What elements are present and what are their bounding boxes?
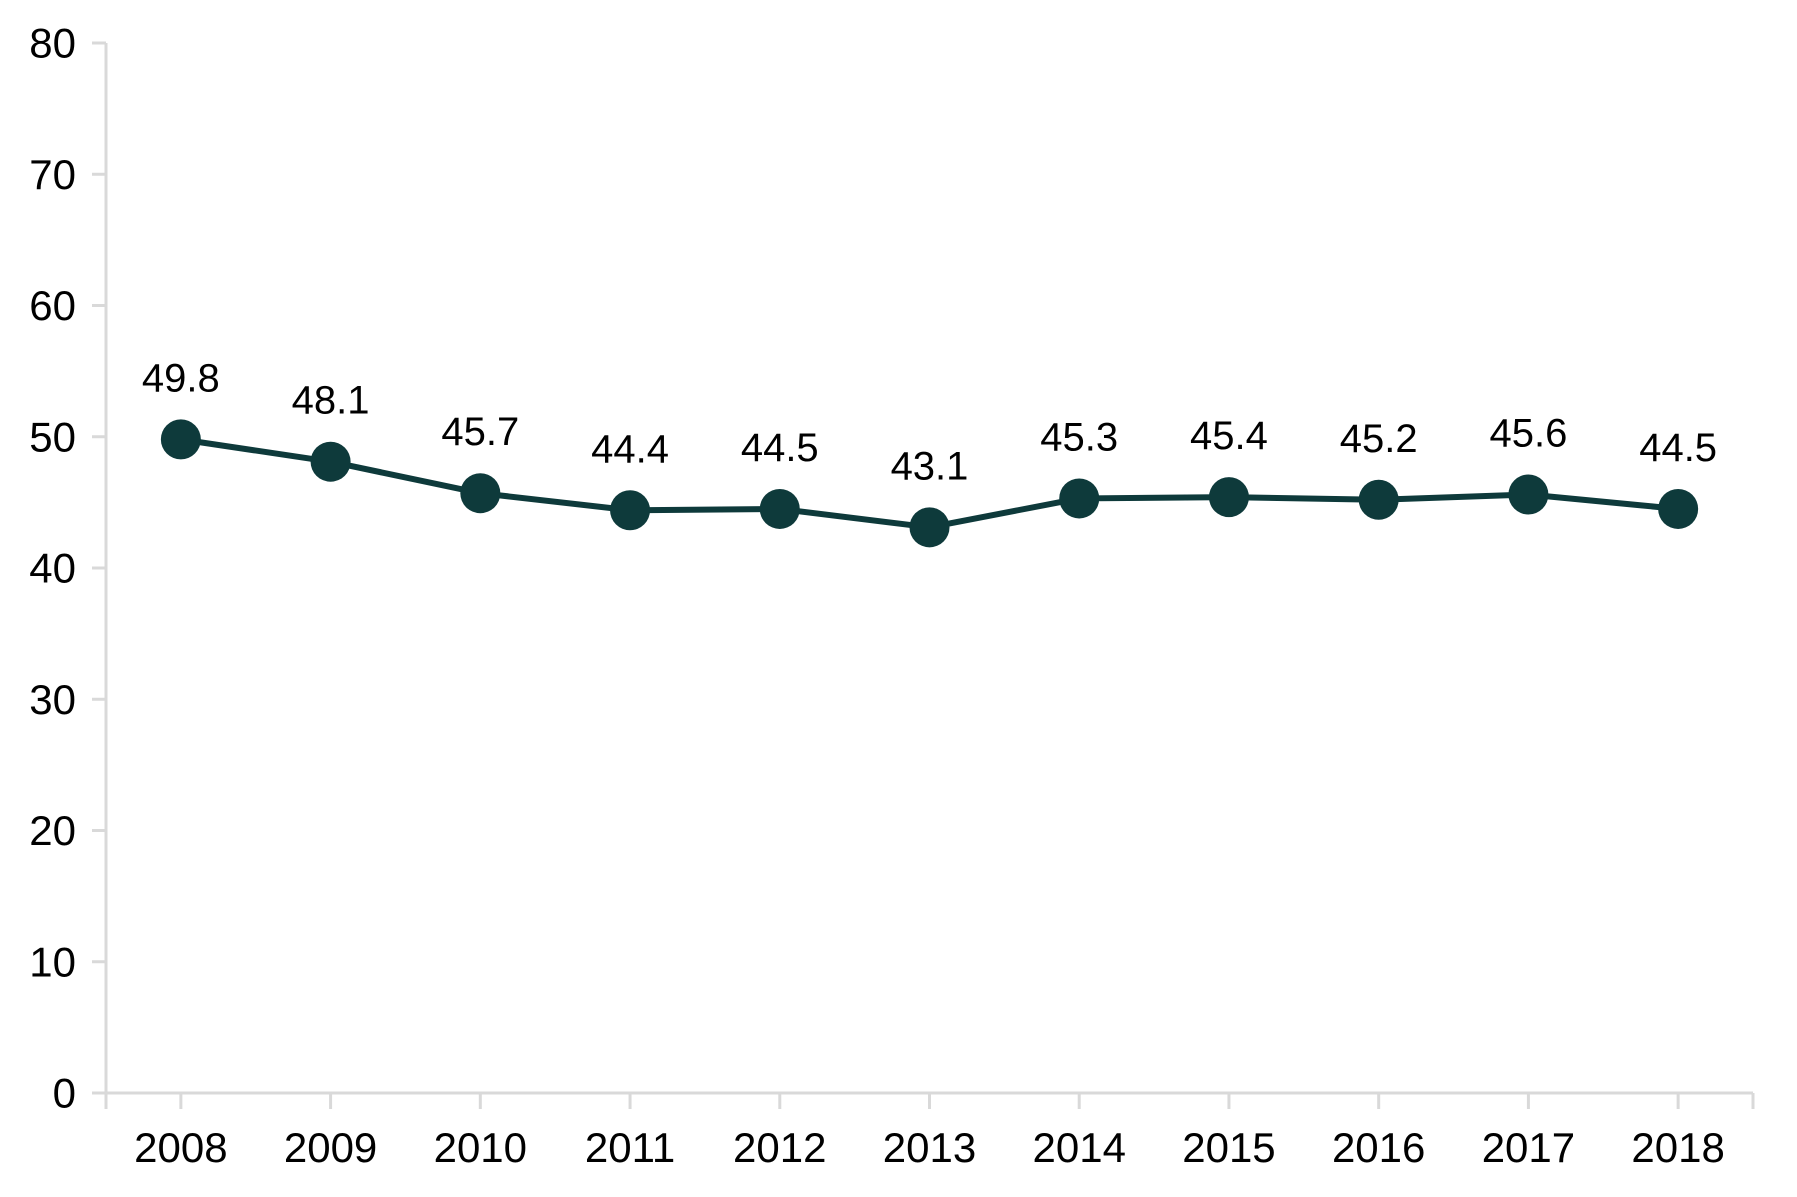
x-tick-label: 2016 bbox=[1332, 1124, 1425, 1171]
data-label: 43.1 bbox=[891, 444, 969, 488]
data-label: 44.4 bbox=[591, 427, 669, 471]
y-tick-label: 0 bbox=[53, 1070, 76, 1117]
x-tick-label: 2015 bbox=[1182, 1124, 1275, 1171]
data-label: 49.8 bbox=[142, 356, 220, 400]
data-point bbox=[460, 473, 501, 514]
y-tick-label: 10 bbox=[29, 938, 76, 985]
data-point bbox=[759, 488, 800, 529]
x-tick-label: 2014 bbox=[1033, 1124, 1126, 1171]
data-point bbox=[1658, 488, 1699, 529]
x-tick-label: 2009 bbox=[284, 1124, 377, 1171]
x-axis-labels: 2008 2009 2010 2011 2012 2013 2014 2015 2016 2017… bbox=[134, 1124, 1725, 1171]
axes bbox=[92, 43, 1753, 1109]
y-tick-label: 20 bbox=[29, 807, 76, 854]
y-axis-labels: 0 10 20 30 40 50 60 70 80 bbox=[29, 20, 76, 1117]
y-tick-label: 30 bbox=[29, 676, 76, 723]
x-tick-label: 2010 bbox=[434, 1124, 527, 1171]
data-label: 45.2 bbox=[1340, 417, 1418, 461]
data-point bbox=[160, 419, 201, 460]
y-tick-label: 80 bbox=[29, 20, 76, 67]
x-tick-label: 2008 bbox=[134, 1124, 227, 1171]
data-point bbox=[909, 507, 950, 548]
y-tick-label: 40 bbox=[29, 545, 76, 592]
x-tick-label: 2013 bbox=[883, 1124, 976, 1171]
data-point bbox=[310, 441, 351, 482]
y-tick-label: 60 bbox=[29, 282, 76, 329]
data-label: 45.6 bbox=[1489, 412, 1567, 456]
data-point bbox=[1508, 474, 1549, 515]
data-label: 45.7 bbox=[441, 410, 519, 454]
data-point bbox=[1208, 477, 1249, 518]
data-label: 45.3 bbox=[1040, 415, 1118, 459]
x-tick-label: 2018 bbox=[1631, 1124, 1724, 1171]
x-axis-ticks bbox=[179, 1093, 1755, 1109]
series-markers bbox=[160, 419, 1699, 548]
data-point bbox=[1358, 479, 1399, 520]
x-tick-label: 2017 bbox=[1482, 1124, 1575, 1171]
data-label: 44.5 bbox=[741, 426, 819, 470]
data-label: 48.1 bbox=[292, 379, 370, 423]
y-tick-label: 70 bbox=[29, 151, 76, 198]
y-tick-label: 50 bbox=[29, 413, 76, 460]
series-data-labels: 49.8 48.1 45.7 44.4 44.5 43.1 45.3 45.4 45.2 45.6… bbox=[142, 356, 1717, 488]
x-tick-label: 2012 bbox=[733, 1124, 826, 1171]
data-label: 45.4 bbox=[1190, 414, 1268, 458]
x-tick-label: 2011 bbox=[585, 1124, 675, 1171]
data-point bbox=[1059, 478, 1100, 519]
data-label: 44.5 bbox=[1639, 426, 1717, 470]
y-axis-ticks bbox=[92, 41, 106, 1095]
data-point bbox=[610, 490, 651, 531]
